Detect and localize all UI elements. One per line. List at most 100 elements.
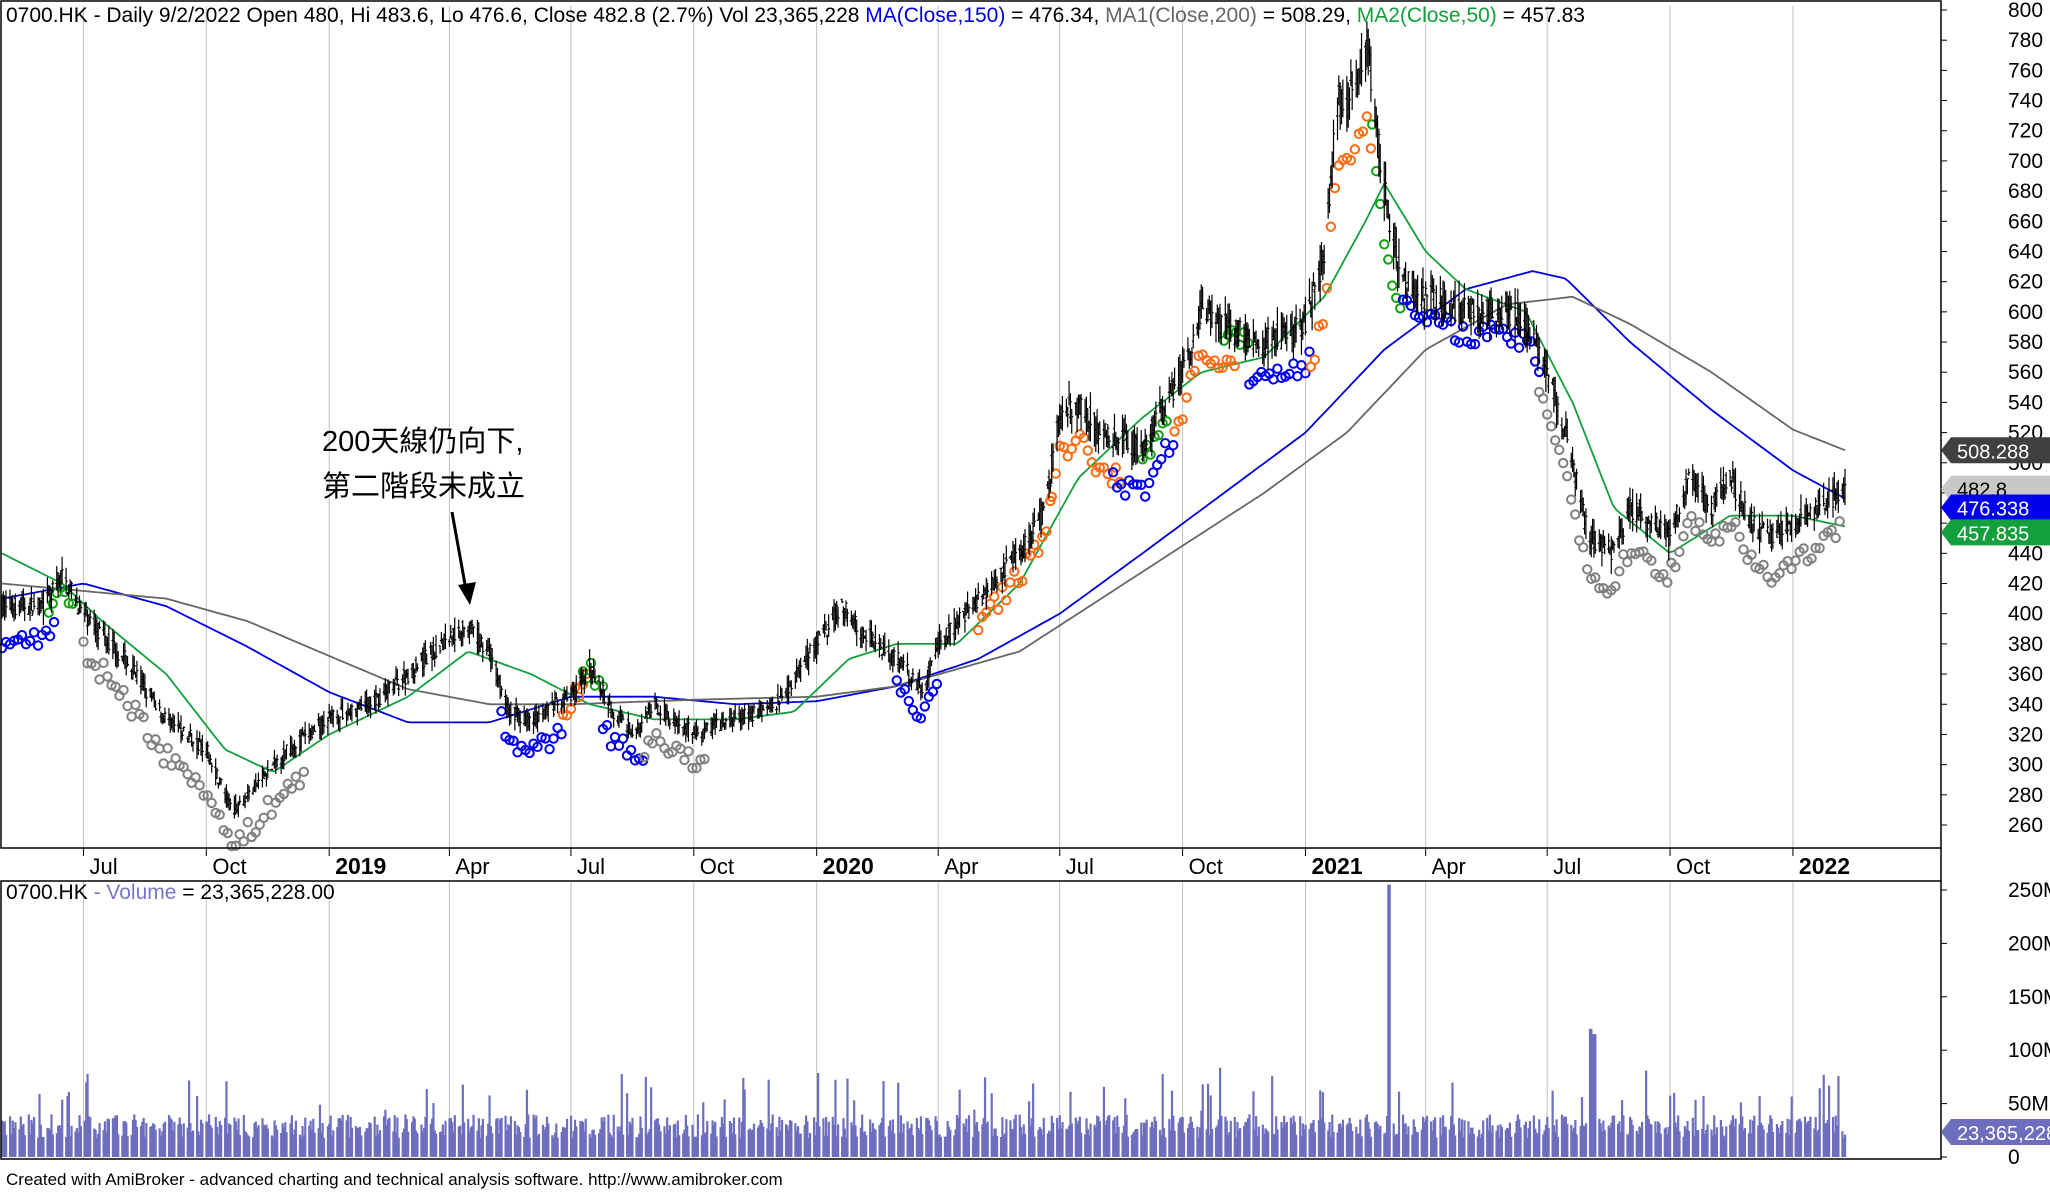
volume-bar [1806,1121,1809,1157]
x-tick-label: Apr [944,854,978,879]
volume-bar [65,1136,68,1157]
volume-bar [778,1116,781,1157]
volume-bar [1032,1083,1035,1157]
volume-bar [435,1133,438,1157]
volume-bar [1257,1126,1260,1157]
volume-bar [1060,1128,1063,1157]
signal-marker [1714,536,1725,547]
volume-bar [1336,1132,1339,1157]
y-tick-label: 300 [2008,754,2043,777]
volume-bar [694,1136,697,1157]
volume-bar [67,1092,70,1157]
volume-bar [1612,1115,1616,1157]
signal-marker [695,754,706,765]
volume-bar [1719,1119,1722,1157]
signal-marker [1325,221,1337,232]
volume-bar [986,1121,989,1157]
volume-bar [647,1131,650,1157]
volume-bar [329,1115,332,1157]
volume-bar [254,1121,257,1157]
volume-bar [1328,1122,1331,1157]
volume-bar [134,1120,137,1157]
volume-bar [646,1134,649,1157]
volume-bar [1312,1119,1315,1157]
volume-bar [22,1123,25,1157]
volume-bar [1834,1115,1837,1157]
volume-bar [229,1124,232,1157]
volume-bar [1001,1117,1004,1157]
volume-bar [336,1127,339,1157]
volume-bar [1413,1126,1417,1157]
volume-bar [955,1115,959,1157]
volume-bar [630,1124,633,1157]
volume-bar [274,1125,277,1157]
volume-bar [1649,1123,1652,1157]
volume-bar [1554,1132,1557,1157]
volume-bar [1499,1124,1502,1157]
volume-bar [1261,1124,1264,1157]
volume-bar [874,1129,877,1157]
volume-bar [1454,1135,1457,1157]
signal-marker [1830,532,1841,544]
signal-marker [993,604,1004,615]
volume-bar [1603,1130,1606,1157]
volume-bar [667,1130,670,1157]
y-tick-label: 800 [2008,0,2043,22]
volume-bar [491,1133,494,1157]
volume-bar [663,1126,666,1157]
volume-bar [39,1124,42,1157]
signal-marker [1115,478,1127,490]
volume-bar [1487,1130,1490,1157]
volume-bar [425,1089,428,1157]
volume-bar [686,1125,689,1157]
volume-bar [304,1117,307,1157]
volume-bar [1190,1121,1194,1157]
volume-bar [1196,1126,1199,1157]
volume-bar [776,1136,780,1157]
signal-marker [1614,566,1625,577]
volume-bar [163,1121,167,1157]
volume-bar [1284,1123,1287,1157]
volume-bar [579,1121,582,1157]
x-tick-label: Oct [1676,854,1710,879]
volume-bar [1030,1118,1033,1157]
volume-bar [1467,1121,1470,1157]
volume-bar [191,1130,195,1157]
x-tick-label: 2019 [335,853,386,879]
volume-bar [911,1135,915,1157]
volume-bar [443,1135,446,1157]
y-tick-label: 680 [2008,180,2043,203]
volume-bar [1188,1123,1191,1157]
volume-bar [1218,1067,1222,1157]
volume-bar [477,1118,480,1157]
volume-bar [584,1118,587,1157]
signal-marker [1690,525,1701,537]
volume-bar [855,1136,858,1157]
volume-bar [1236,1121,1239,1157]
signal-marker [651,728,662,739]
signal-marker [687,762,698,774]
volume-bar [1647,1118,1650,1157]
volume-bar [873,1128,876,1157]
volume-bar [1002,1135,1005,1157]
volume-bar [563,1127,566,1157]
volume-bar [841,1136,844,1157]
volume-bar [611,1137,614,1157]
signal-marker [1710,528,1721,539]
volume-bar [1348,1117,1351,1157]
volume-bar [1677,1115,1680,1157]
volume-bar [439,1131,442,1157]
volume-bar [1579,1125,1582,1157]
volume-bar [1301,1123,1304,1157]
volume-bar [678,1135,681,1157]
volume-bar [1412,1119,1415,1157]
y-tick-label: 360 [2008,663,2043,686]
volume-bar [1789,1119,1792,1157]
volume-bar [854,1125,857,1157]
volume-bar [1761,1125,1764,1157]
volume-bar [1003,1133,1007,1157]
volume-bar [373,1116,376,1157]
volume-bar [1168,1119,1171,1157]
signal-marker [1610,581,1621,592]
volume-y-tick-label: 200M [2008,932,2050,955]
